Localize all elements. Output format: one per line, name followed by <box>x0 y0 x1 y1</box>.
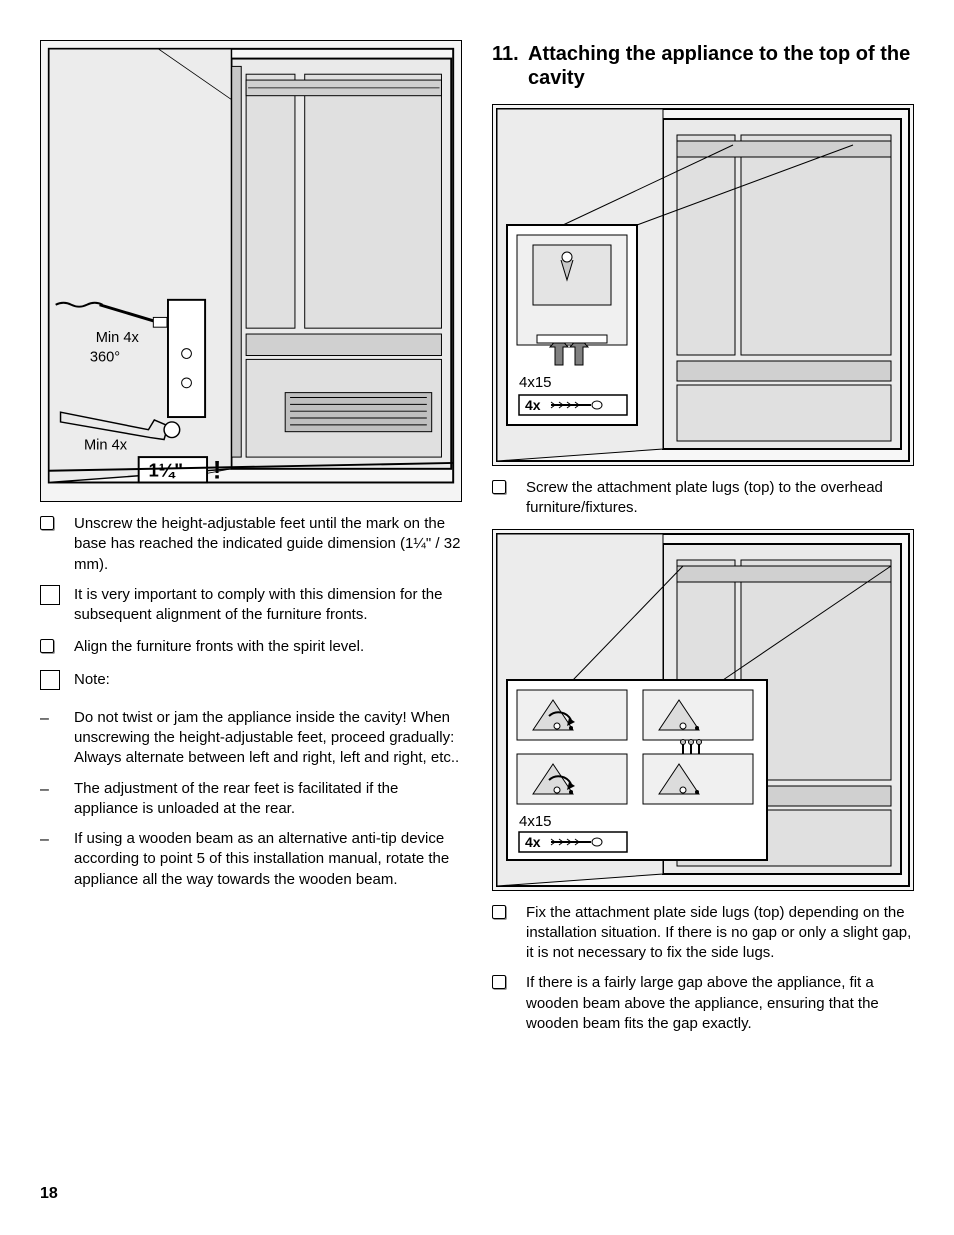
bullet-item: Screw the attachment plate lugs (top) to… <box>492 478 914 519</box>
figure-feet-adjustment: Min 4x 360° Min 4x 1¼" ! <box>40 40 462 502</box>
svg-text:1¼": 1¼" <box>148 460 183 481</box>
checkbox-icon <box>492 973 526 995</box>
figure-side-lugs: 4x15 4x <box>492 529 914 891</box>
dash-icon: – <box>40 708 74 730</box>
bullet-item: Unscrew the height-adjustable feet until… <box>40 514 462 575</box>
bullet-item: Fix the attachment plate side lugs (top)… <box>492 903 914 964</box>
figure-top-lugs: 4x15 4x <box>492 104 914 466</box>
important-note: It is very important to comply with this… <box>40 585 462 626</box>
note-icon <box>40 670 74 696</box>
note-icon <box>40 585 74 611</box>
page-number: 18 <box>40 1185 58 1203</box>
dash-item: – If using a wooden beam as an alternati… <box>40 829 462 890</box>
svg-text:Min 4x: Min 4x <box>84 437 128 453</box>
checkbox-icon <box>492 478 526 500</box>
svg-text:4x: 4x <box>525 397 541 413</box>
note-label: Note: <box>40 670 462 696</box>
label-min4x-top: Min 4x <box>96 330 140 346</box>
right-column: 11. Attaching the appliance to the top o… <box>492 40 914 1044</box>
dash-icon: – <box>40 779 74 801</box>
left-dash-list: – Do not twist or jam the appliance insi… <box>40 708 462 890</box>
dash-icon: – <box>40 829 74 851</box>
dash-item: – The adjustment of the rear feet is fac… <box>40 779 462 820</box>
svg-text:360°: 360° <box>90 349 120 365</box>
right-bullets-b: Fix the attachment plate side lugs (top)… <box>492 903 914 1035</box>
right-bullets-a: Screw the attachment plate lugs (top) to… <box>492 478 914 519</box>
section-title: Attaching the appliance to the top of th… <box>528 42 914 90</box>
bullet-item: Align the furniture fronts with the spir… <box>40 637 462 659</box>
bullet-item: If there is a fairly large gap above the… <box>492 973 914 1034</box>
bullet-text: If there is a fairly large gap above the… <box>526 973 914 1034</box>
checkbox-icon <box>40 637 74 659</box>
dash-text: The adjustment of the rear feet is facil… <box>74 779 462 820</box>
note-text: Note: <box>74 670 110 690</box>
section-heading: 11. Attaching the appliance to the top o… <box>492 42 914 90</box>
dash-item: – Do not twist or jam the appliance insi… <box>40 708 462 769</box>
bullet-text: Align the furniture fronts with the spir… <box>74 637 364 657</box>
dash-text: Do not twist or jam the appliance inside… <box>74 708 462 769</box>
bullet-text: Unscrew the height-adjustable feet until… <box>74 514 462 575</box>
dash-text: If using a wooden beam as an alternative… <box>74 829 462 890</box>
left-bullets: Unscrew the height-adjustable feet until… <box>40 514 462 575</box>
left-bullets-2: Align the furniture fronts with the spir… <box>40 637 462 659</box>
bullet-text: Fix the attachment plate side lugs (top)… <box>526 903 914 964</box>
svg-text:4x15: 4x15 <box>519 374 552 391</box>
bullet-text: Screw the attachment plate lugs (top) to… <box>526 478 914 519</box>
svg-text:4x: 4x <box>525 834 541 850</box>
svg-text:!: ! <box>213 457 221 485</box>
svg-text:4x15: 4x15 <box>519 813 552 830</box>
section-number: 11. <box>492 42 528 90</box>
note-text: It is very important to comply with this… <box>74 585 462 626</box>
checkbox-icon <box>40 514 74 536</box>
checkbox-icon <box>492 903 526 925</box>
left-column: Min 4x 360° Min 4x 1¼" ! Unscrew the hei… <box>40 40 462 1044</box>
